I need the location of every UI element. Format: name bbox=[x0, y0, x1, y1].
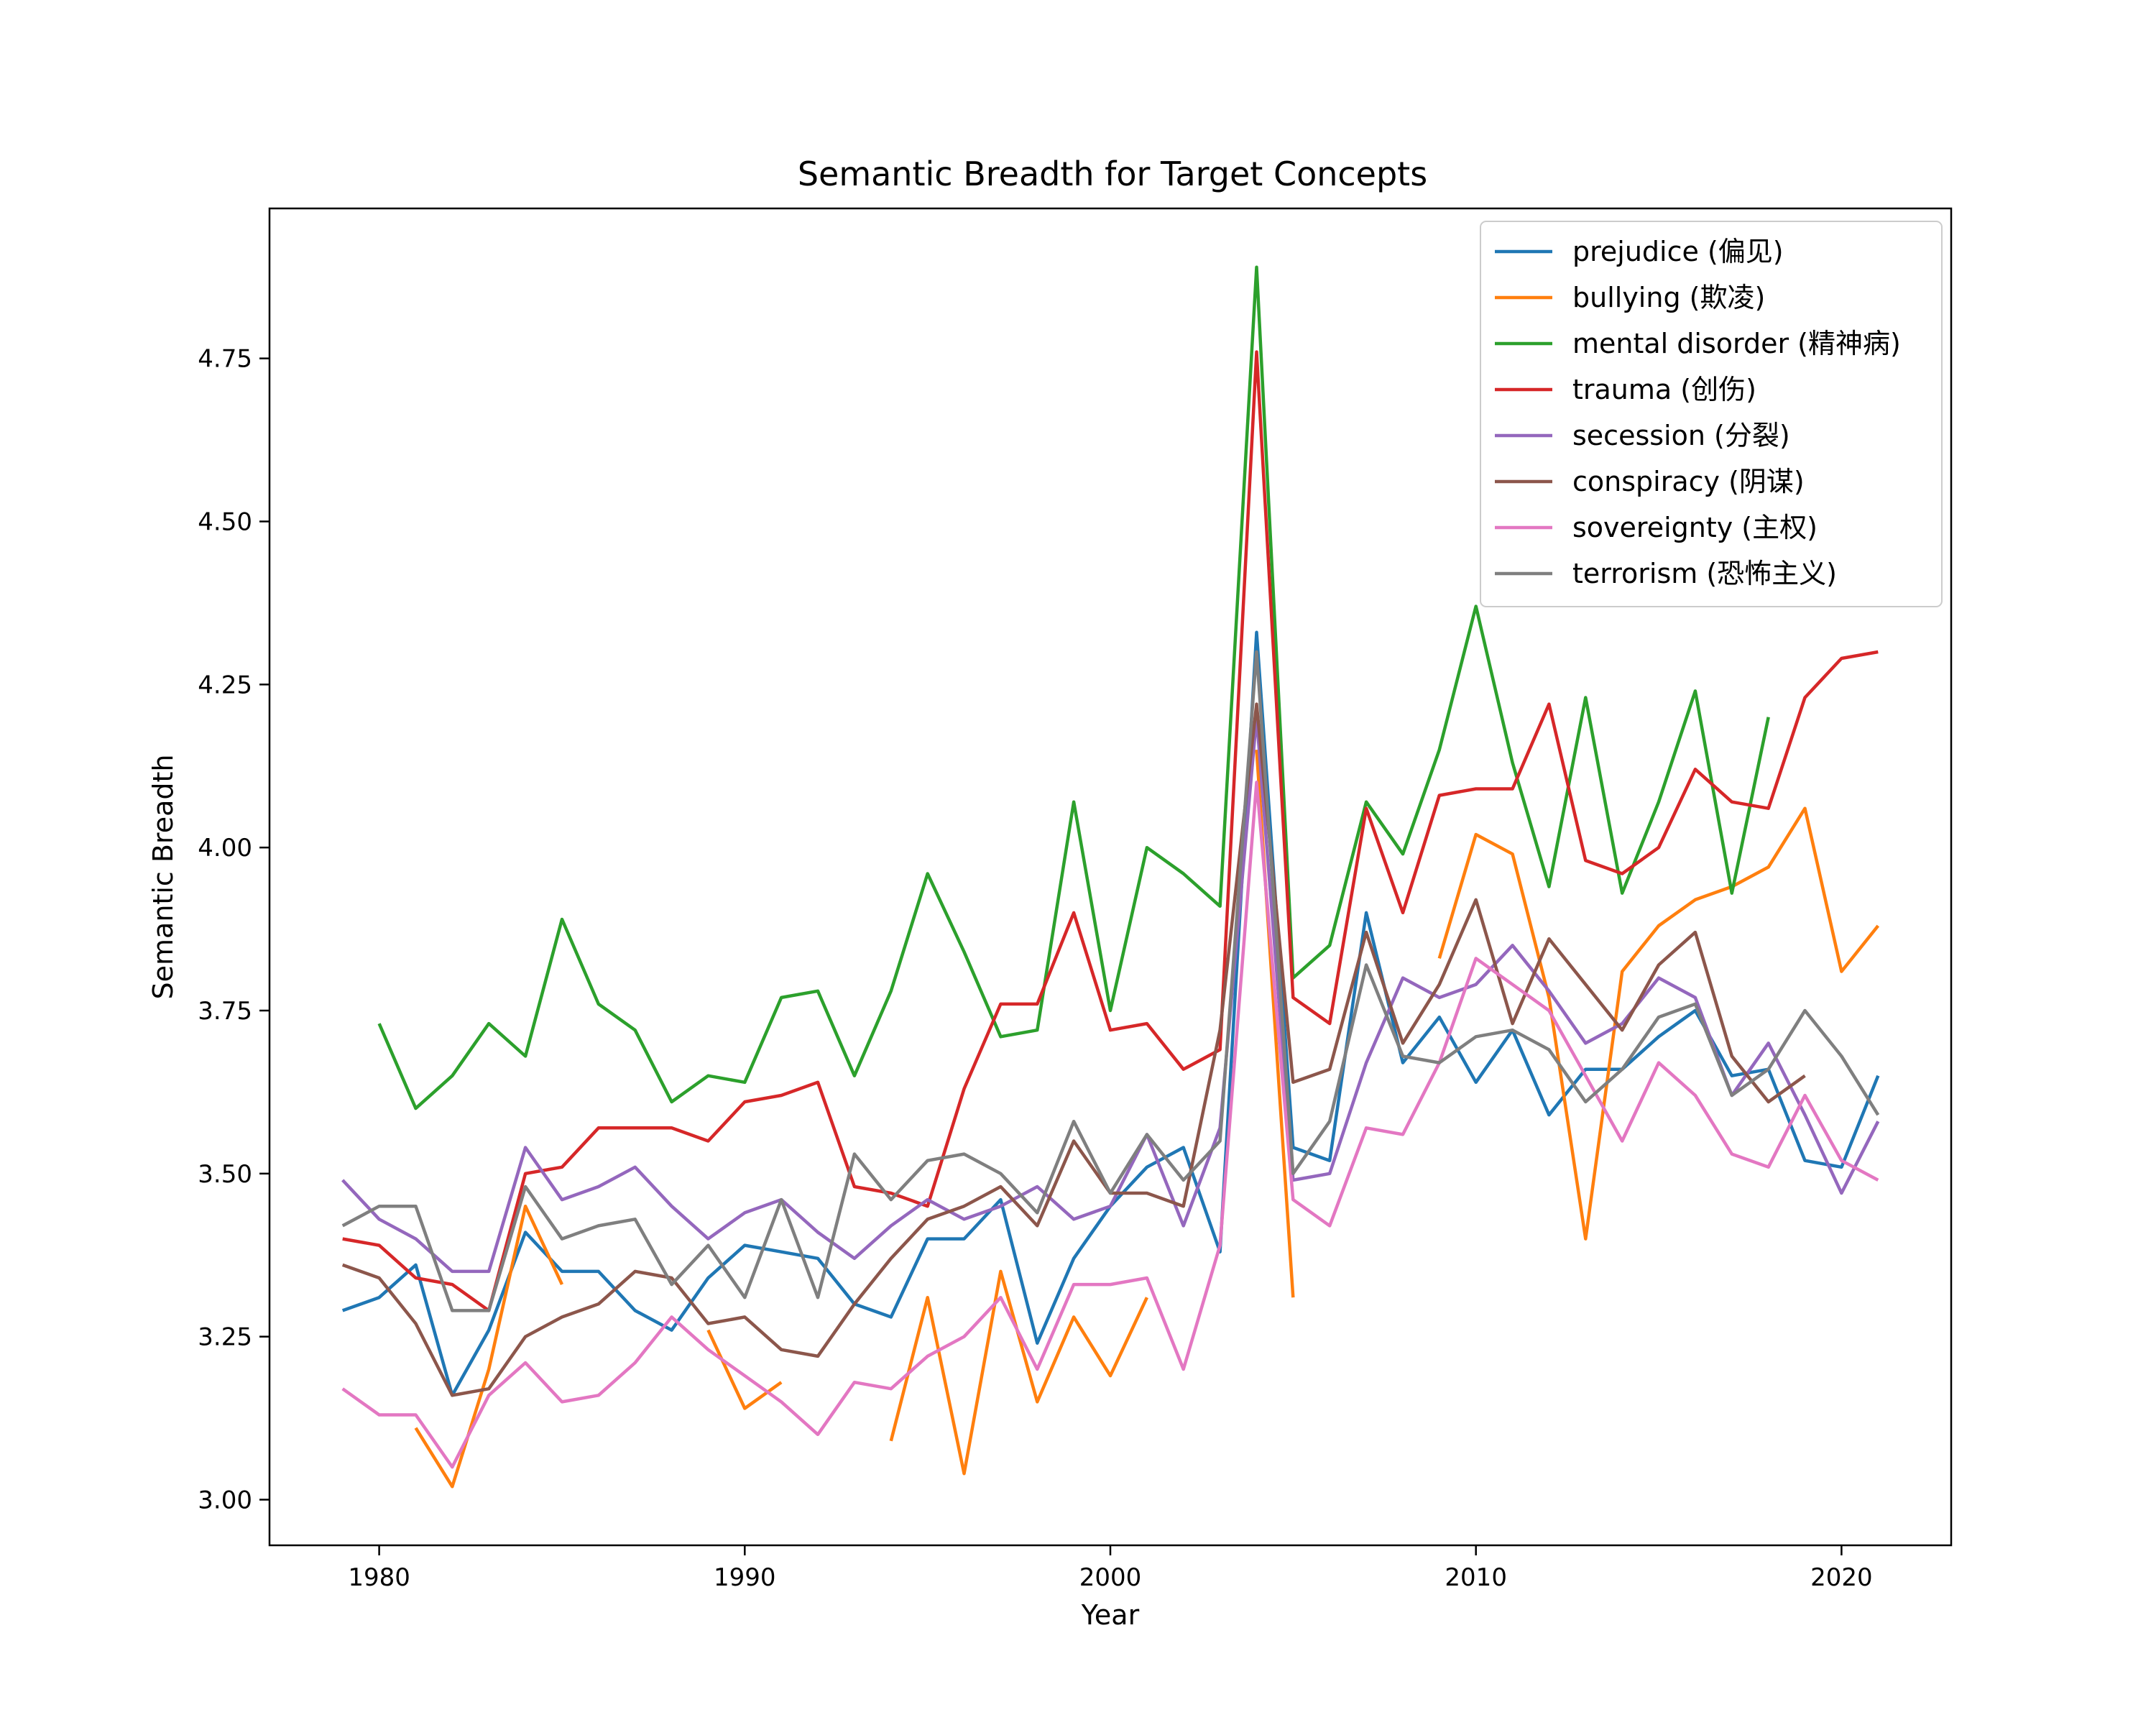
series-line-8 bbox=[341, 650, 1880, 1312]
y-tick-label: 3.50 bbox=[198, 1160, 252, 1189]
legend-label: terrorism (恐怖主义) bbox=[1572, 558, 1837, 589]
legend-box bbox=[1480, 221, 1943, 607]
legend-label: sovereignty (主权) bbox=[1572, 512, 1818, 543]
x-tick-label: 2000 bbox=[1079, 1563, 1142, 1592]
y-tick-label: 4.25 bbox=[198, 671, 252, 699]
series-line-5 bbox=[341, 715, 1880, 1274]
x-axis-label: Year bbox=[1081, 1599, 1140, 1631]
x-tick-label: 1980 bbox=[348, 1563, 410, 1592]
y-axis: 3.00 3.25 3.50 3.75 4.00 4.25 4.50 4.75 bbox=[198, 345, 270, 1514]
y-tick-label: 3.00 bbox=[198, 1486, 252, 1514]
legend-label: prejudice (偏见) bbox=[1572, 236, 1784, 267]
chart-title: Semantic Breadth for Target Concepts bbox=[798, 155, 1427, 193]
x-tick-label: 1990 bbox=[714, 1563, 776, 1592]
legend-label: secession (分裂) bbox=[1572, 420, 1790, 451]
y-axis-label: Semantic Breadth bbox=[147, 755, 179, 1000]
x-tick-label: 2010 bbox=[1445, 1563, 1507, 1592]
x-axis: 1980 1990 2000 2010 2020 bbox=[348, 1545, 1873, 1592]
series-line-4 bbox=[342, 350, 1879, 1312]
y-tick-label: 4.75 bbox=[198, 345, 252, 374]
series-line-6 bbox=[341, 702, 1806, 1397]
x-tick-label: 2020 bbox=[1810, 1563, 1873, 1592]
legend-label: conspiracy (阴谋) bbox=[1572, 466, 1805, 497]
y-tick-label: 4.50 bbox=[198, 508, 252, 537]
plot-area bbox=[341, 265, 1880, 1489]
y-tick-label: 4.00 bbox=[198, 834, 252, 862]
legend-label: bullying (欺凌) bbox=[1572, 282, 1765, 313]
series-line-3 bbox=[377, 265, 1770, 1110]
legend-label: trauma (创伤) bbox=[1572, 374, 1756, 405]
legend-label: mental disorder (精神病) bbox=[1572, 328, 1901, 359]
legend: prejudice (偏见) bullying (欺凌) mental disord… bbox=[1480, 221, 1943, 607]
series-line-7 bbox=[341, 781, 1879, 1469]
y-tick-label: 3.25 bbox=[198, 1323, 252, 1352]
y-tick-label: 3.75 bbox=[198, 997, 252, 1026]
